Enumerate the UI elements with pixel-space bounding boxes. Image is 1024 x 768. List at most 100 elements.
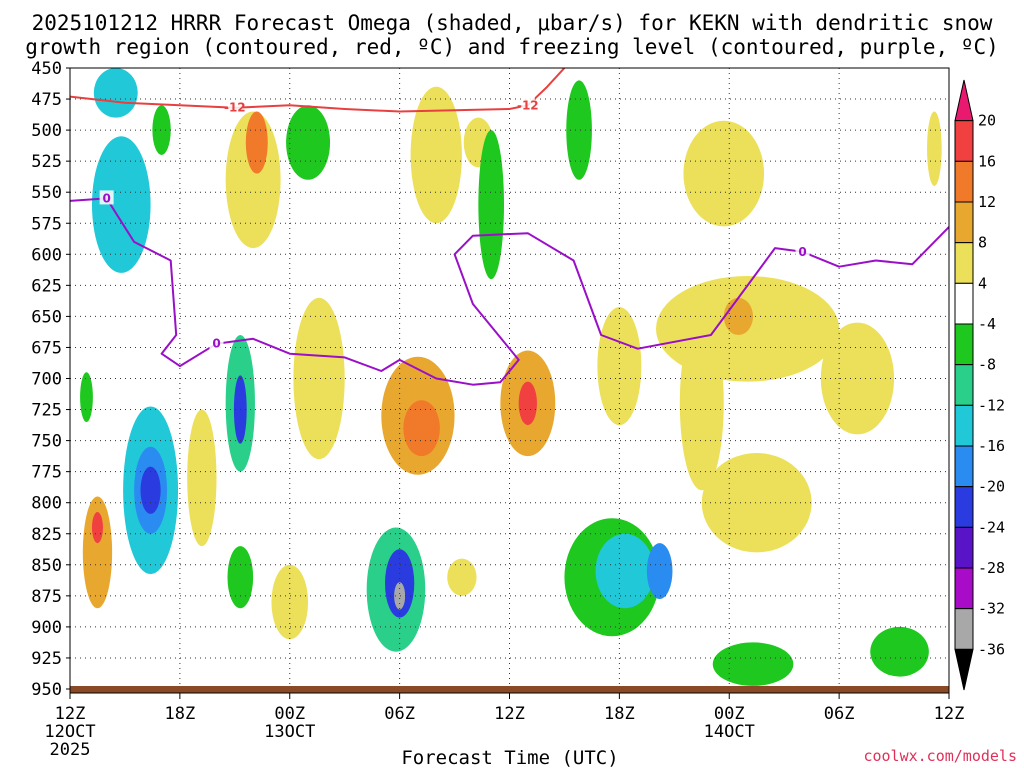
x-tick-3: 06Z — [384, 704, 415, 724]
colorbar-label-9: -20 — [978, 478, 1005, 496]
colorbar-label-11: -28 — [978, 559, 1005, 577]
credit-link[interactable]: coolwx.com/models — [863, 747, 1017, 765]
freezing-level-contour-label-1: 0 — [212, 337, 220, 351]
x-tick-5: 18Z — [604, 704, 635, 724]
y-tick-850: 850 — [31, 556, 62, 576]
y-tick-825: 825 — [31, 525, 62, 545]
y-tick-925: 925 — [31, 649, 62, 669]
y-tick-750: 750 — [31, 432, 62, 452]
omega-cell-22 — [403, 400, 440, 457]
colorbar-band-0 — [954, 79, 974, 122]
y-tick-600: 600 — [31, 245, 62, 265]
omega-cell-15 — [286, 105, 331, 180]
x-tick-4: 12Z — [494, 704, 525, 724]
omega-cell-3 — [82, 496, 113, 609]
y-tick-575: 575 — [31, 214, 62, 234]
omega-cell-41 — [870, 626, 929, 677]
freezing-level-contour-label-bg-0 — [99, 190, 114, 205]
y-tick-775: 775 — [31, 463, 62, 483]
y-tick-800: 800 — [31, 494, 62, 514]
omega-cell-32 — [566, 80, 592, 180]
colorbar-band-8 — [954, 404, 974, 447]
colorbar-label-2: 12 — [978, 193, 996, 211]
chart-title-line1: 2025101212 HRRR Forecast Omega (shaded, … — [32, 11, 993, 35]
ground-strip — [70, 686, 949, 693]
omega-cell-25 — [478, 130, 505, 280]
dgz-contour-label-1: -12 — [517, 98, 539, 112]
plot-area: -12 -12 0 0 0 — [70, 68, 949, 689]
colorbar-band-7 — [954, 364, 974, 406]
colorbar-label-1: 16 — [978, 152, 996, 170]
y-tick-725: 725 — [31, 401, 62, 421]
y-tick-900: 900 — [31, 618, 62, 638]
omega-cell-16 — [293, 297, 345, 460]
omega-cell-28 — [447, 558, 477, 596]
colorbar-label-10: -24 — [978, 518, 1005, 536]
y-tick-500: 500 — [31, 121, 62, 141]
omega-cell-5 — [80, 372, 93, 422]
colorbar-band-12 — [954, 567, 974, 610]
y-tick-450: 450 — [31, 59, 62, 79]
colorbar-band-14 — [954, 648, 974, 691]
omega-cell-30 — [595, 533, 655, 609]
colorbar-label-7: -12 — [978, 396, 1005, 414]
y-tick-875: 875 — [31, 587, 62, 607]
colorbar-band-3 — [954, 201, 974, 244]
omega-cell-33 — [597, 307, 642, 426]
x-tick-8: 12Z — [934, 704, 965, 724]
y-tick-950: 950 — [31, 680, 62, 700]
dgz-contour-label-bg-1 — [520, 97, 535, 112]
omega-cell-38 — [683, 120, 765, 227]
y-tick-525: 525 — [31, 152, 62, 172]
y-tick-625: 625 — [31, 276, 62, 296]
x-axis-label: Forecast Time (UTC) — [401, 747, 618, 768]
colorbar-band-6 — [954, 323, 974, 366]
y-tick-475: 475 — [31, 90, 62, 110]
x-date-2: 13OCT — [264, 722, 315, 742]
colorbar-band-2 — [954, 160, 974, 203]
dgz-contour-label-0: -12 — [224, 101, 246, 115]
omega-cell-12 — [227, 546, 254, 609]
colorbar-band-4 — [954, 242, 974, 284]
colorbar-label-5: -4 — [978, 315, 996, 333]
freezing-level-contour-label-bg-2 — [795, 243, 810, 258]
colorbar-label-6: -8 — [978, 356, 996, 374]
x-year-0: 2025 — [50, 740, 91, 760]
omega-cell-42 — [927, 111, 942, 186]
omega-cell-0 — [91, 136, 151, 273]
colorbar-label-8: -16 — [978, 437, 1005, 455]
omega-cell-39 — [701, 453, 812, 553]
colorbar-label-4: 4 — [978, 274, 987, 292]
omega-cell-17 — [271, 564, 309, 640]
colorbar-band-5 — [954, 282, 974, 325]
dgz-contour-label-bg-0 — [227, 99, 242, 114]
omega-cell-37 — [820, 322, 895, 435]
x-tick-2: 00Z — [274, 704, 305, 724]
omega-cell-31 — [646, 543, 673, 599]
colorbar-label-13: -36 — [978, 640, 1005, 658]
colorbar-label-3: 8 — [978, 234, 987, 252]
colorbar-band-11 — [954, 526, 974, 569]
colorbar-band-1 — [954, 120, 974, 162]
freezing-level-contour-label-0: 0 — [102, 191, 110, 205]
omega-cell-40 — [712, 642, 794, 686]
y-axis: 450 475 500 525 550 575 600 625 650 675 700 725 750 7… — [31, 59, 70, 700]
omega-cell-23 — [410, 86, 462, 224]
contour-lines: -12 -12 0 0 0 — [70, 68, 949, 386]
y-tick-675: 675 — [31, 338, 62, 358]
freezing-level-contour — [70, 197, 949, 386]
omega-cell-1 — [93, 68, 138, 118]
omega-cell-8 — [140, 466, 161, 514]
omega-cell-4 — [91, 512, 103, 544]
colorbar-label-12: -32 — [978, 600, 1005, 618]
y-tick-650: 650 — [31, 307, 62, 327]
x-tick-1: 18Z — [165, 704, 196, 724]
x-date-6: 14OCT — [704, 722, 755, 742]
x-tick-6: 00Z — [714, 704, 745, 724]
colorbar-band-10 — [954, 486, 974, 528]
grid-lines — [70, 68, 949, 689]
y-tick-550: 550 — [31, 183, 62, 203]
omega-cell-27 — [518, 381, 537, 426]
